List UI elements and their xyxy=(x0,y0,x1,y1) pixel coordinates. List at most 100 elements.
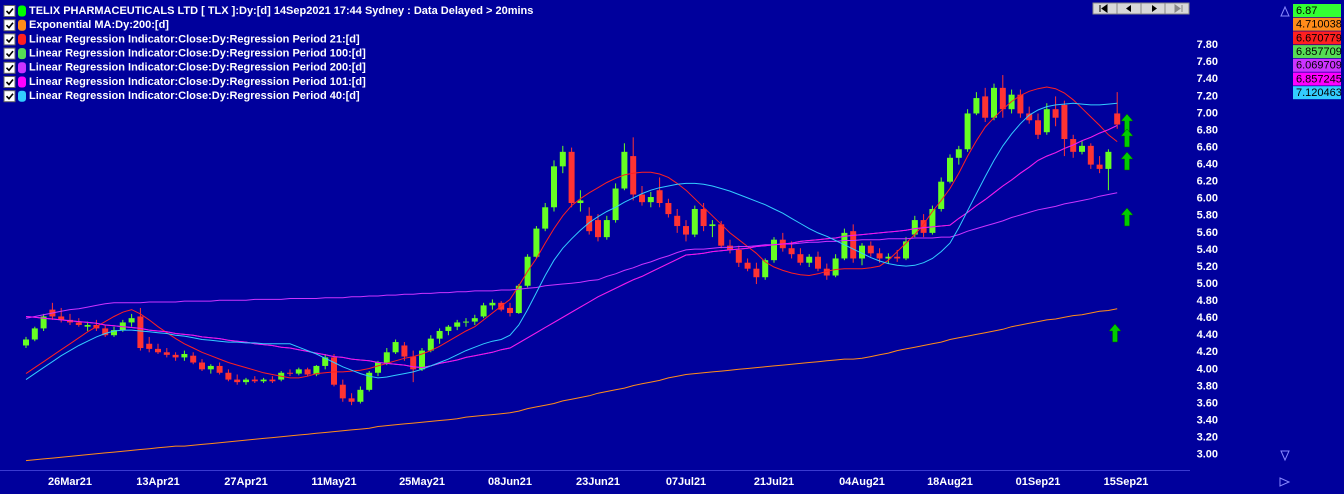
candle-body xyxy=(630,156,637,195)
candle-body xyxy=(155,348,161,353)
candle-body xyxy=(401,345,408,357)
candle-body xyxy=(859,245,865,259)
candle-body xyxy=(84,324,91,327)
value-label: 6.87 xyxy=(1296,5,1317,17)
candle-body xyxy=(313,365,320,375)
legend-swatch xyxy=(18,62,26,74)
candle-body xyxy=(612,188,619,221)
candle-body xyxy=(243,379,249,383)
scroll-up[interactable] xyxy=(1280,5,1290,17)
candle-body xyxy=(753,268,760,278)
scroll-down[interactable] xyxy=(1280,450,1290,462)
candle-body xyxy=(331,357,337,385)
next-icon xyxy=(1152,5,1157,12)
legend-checkbox xyxy=(3,19,16,32)
candle-body xyxy=(762,260,769,278)
candle-body xyxy=(947,157,953,182)
x-tick-label: 21Jul21 xyxy=(754,476,794,488)
y-tick-label: 7.80 xyxy=(1197,39,1218,51)
candle-body xyxy=(964,113,971,150)
legend-label: Linear Regression Indicator:Close:Dy:Reg… xyxy=(29,76,366,88)
y-tick-label: 7.60 xyxy=(1197,56,1218,68)
candle-body xyxy=(665,203,672,215)
indicator-line xyxy=(25,308,1118,462)
x-axis-line xyxy=(0,470,1190,471)
y-tick-label: 7.40 xyxy=(1197,73,1218,85)
legend-label: TELIX PHARMACEUTICALS LTD [ TLX ]:Dy:[d]… xyxy=(29,5,533,17)
candle-body xyxy=(991,87,997,118)
candle-body xyxy=(1017,94,1024,114)
candle-body xyxy=(427,338,434,351)
legend-check xyxy=(5,93,14,100)
candle-body xyxy=(207,365,214,370)
candle-body xyxy=(999,87,1006,110)
legend-swatch xyxy=(18,76,26,88)
value-label: 6.857709 xyxy=(1296,46,1342,58)
candle-body xyxy=(1052,109,1059,118)
candle-body xyxy=(1105,151,1112,169)
legend-entry: Linear Regression Indicator:Close:Dy:Reg… xyxy=(3,90,360,103)
scroll-right[interactable] xyxy=(1279,477,1291,487)
candle-body xyxy=(542,207,549,229)
legend-entry: Linear Regression Indicator:Close:Dy:Reg… xyxy=(3,76,366,88)
candle-body xyxy=(674,215,681,227)
candle-body xyxy=(111,330,117,336)
candle-body xyxy=(375,362,381,373)
x-tick-label: 08Jun21 xyxy=(488,476,532,488)
legend-checkbox xyxy=(3,61,16,74)
candle-body xyxy=(568,151,575,204)
legend-checkbox xyxy=(3,76,16,88)
candle-body xyxy=(700,208,707,227)
candle-body xyxy=(938,181,945,209)
candle-body xyxy=(551,166,557,208)
legend-checkbox xyxy=(3,5,16,17)
value-label-box xyxy=(1293,31,1341,45)
indicator-line xyxy=(25,86,1118,379)
candle-body xyxy=(419,350,425,370)
candle-body xyxy=(797,254,804,263)
indicator-line xyxy=(25,102,1118,381)
value-label: 6.069709 xyxy=(1296,60,1342,72)
candle-body xyxy=(181,353,188,358)
prev-icon xyxy=(1126,5,1131,12)
candle-body xyxy=(621,151,628,189)
candle-body xyxy=(806,256,813,263)
x-tick-label: 11May21 xyxy=(311,476,356,488)
y-tick-label: 4.80 xyxy=(1197,295,1218,307)
value-label: 6.670779 xyxy=(1296,32,1342,44)
candle-body xyxy=(683,226,689,235)
value-label: 7.120463 xyxy=(1296,87,1342,99)
x-tick-label: 18Aug21 xyxy=(927,476,973,488)
candle-body xyxy=(577,200,584,204)
candle-body xyxy=(1087,145,1094,165)
buy-arrow xyxy=(1120,128,1134,148)
candle-body xyxy=(163,352,170,355)
candle-body xyxy=(691,208,698,235)
y-tick-label: 7.20 xyxy=(1197,90,1218,102)
candle-body xyxy=(199,362,205,370)
candle-body xyxy=(23,339,29,346)
legend-check xyxy=(5,79,14,86)
candle-body xyxy=(929,208,936,233)
candle-body xyxy=(1079,145,1085,152)
candle-body xyxy=(788,248,795,255)
candle-body xyxy=(1035,120,1041,135)
candle-body xyxy=(903,241,909,259)
legend-label: Linear Regression Indicator:Close:Dy:Reg… xyxy=(29,33,360,45)
candle-body xyxy=(867,245,874,254)
candle-body xyxy=(58,316,65,320)
candle-body xyxy=(832,258,839,276)
candle-body xyxy=(392,342,399,353)
legend-label: Linear Regression Indicator:Close:Dy:Reg… xyxy=(29,48,366,60)
candle-body xyxy=(471,318,478,322)
candle-body xyxy=(357,389,364,402)
legend-entry: Linear Regression Indicator:Close:Dy:Reg… xyxy=(3,48,366,60)
legend-label: Linear Regression Indicator:Close:Dy:Reg… xyxy=(29,90,360,102)
candle-body xyxy=(75,322,82,325)
legend-checkbox xyxy=(3,90,16,103)
x-tick-label: 25May21 xyxy=(399,476,445,488)
legend-swatch xyxy=(18,5,26,17)
candle-body xyxy=(850,231,857,259)
y-tick-label: 3.80 xyxy=(1197,380,1218,392)
